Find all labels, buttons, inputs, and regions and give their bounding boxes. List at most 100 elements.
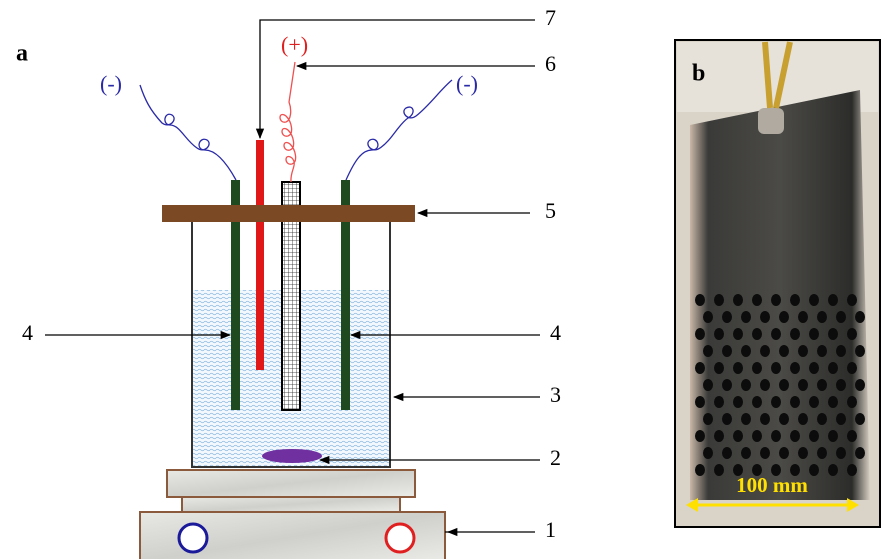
- hole: [809, 396, 819, 408]
- figure: a (-) (+) (-) 1 2 3 4 4: [0, 0, 882, 559]
- hole: [836, 311, 846, 323]
- hole: [790, 396, 800, 408]
- callout: 7: [545, 5, 556, 30]
- hole: [752, 328, 762, 340]
- hole: [790, 362, 800, 374]
- hole: [695, 294, 705, 306]
- hole: [809, 430, 819, 442]
- page: {"panel_a":{"label":"a","terminals":["(-…: [0, 0, 882, 559]
- panel-b: b 100 mm: [675, 40, 880, 527]
- hole: [855, 311, 865, 323]
- callout: 4: [22, 320, 33, 345]
- hole: [798, 311, 808, 323]
- hole: [809, 362, 819, 374]
- hole: [836, 345, 846, 357]
- hole: [790, 328, 800, 340]
- hole: [695, 396, 705, 408]
- knob: [179, 524, 207, 552]
- hole: [855, 379, 865, 391]
- hole: [752, 430, 762, 442]
- panel-label: b: [692, 61, 705, 87]
- hole: [714, 294, 724, 306]
- terminal: (-): [100, 71, 122, 96]
- hole: [855, 345, 865, 357]
- lid: [162, 205, 415, 222]
- callout: 3: [550, 382, 561, 407]
- base-mid: [182, 497, 400, 512]
- hole: [779, 311, 789, 323]
- scale-label: 100 mm: [736, 473, 808, 497]
- terminal: (-): [456, 71, 478, 96]
- hole: [722, 345, 732, 357]
- panel-label: a: [16, 41, 28, 67]
- hole: [741, 379, 751, 391]
- terminal: (+): [281, 32, 308, 57]
- hole: [741, 345, 751, 357]
- hole: [703, 413, 713, 425]
- reference-electrode: [256, 140, 264, 370]
- hole: [741, 447, 751, 459]
- hole: [798, 379, 808, 391]
- callout: 2: [550, 445, 561, 470]
- hole: [752, 294, 762, 306]
- hole: [779, 413, 789, 425]
- hole: [817, 413, 827, 425]
- hole: [703, 379, 713, 391]
- hole: [828, 464, 838, 476]
- callout: 5: [545, 198, 556, 223]
- callout: 4: [550, 320, 561, 345]
- hole: [790, 294, 800, 306]
- hole: [733, 294, 743, 306]
- hole: [836, 413, 846, 425]
- callout: 6: [545, 51, 556, 76]
- hole: [703, 447, 713, 459]
- hole: [741, 311, 751, 323]
- hole: [798, 413, 808, 425]
- hole: [828, 362, 838, 374]
- stir-bar: [262, 449, 322, 463]
- wire: [280, 62, 296, 182]
- base-top: [167, 470, 415, 497]
- hole: [752, 362, 762, 374]
- hole: [855, 447, 865, 459]
- hole: [733, 396, 743, 408]
- hole: [828, 396, 838, 408]
- hole: [733, 430, 743, 442]
- knob: [386, 524, 414, 552]
- hole: [847, 430, 857, 442]
- hole: [695, 430, 705, 442]
- hole: [798, 345, 808, 357]
- hole: [828, 430, 838, 442]
- hole: [817, 447, 827, 459]
- hole: [714, 396, 724, 408]
- hole: [771, 430, 781, 442]
- hole: [817, 345, 827, 357]
- hole: [771, 294, 781, 306]
- hole: [847, 362, 857, 374]
- hole: [722, 311, 732, 323]
- hole: [714, 362, 724, 374]
- hole: [771, 396, 781, 408]
- hole: [760, 413, 770, 425]
- hole: [722, 379, 732, 391]
- hole: [703, 311, 713, 323]
- hole: [714, 464, 724, 476]
- wire: [140, 85, 236, 180]
- hole: [779, 379, 789, 391]
- hole: [836, 447, 846, 459]
- hole: [741, 413, 751, 425]
- hole: [771, 362, 781, 374]
- hole: [836, 379, 846, 391]
- hole: [828, 328, 838, 340]
- hole: [847, 396, 857, 408]
- hole: [703, 345, 713, 357]
- terminal-bolt: [758, 108, 784, 134]
- panel-a: a (-) (+) (-) 1 2 3 4 4: [16, 5, 561, 559]
- hole: [722, 447, 732, 459]
- hole: [714, 430, 724, 442]
- hole: [798, 447, 808, 459]
- wire: [346, 80, 452, 180]
- hole: [760, 345, 770, 357]
- hole: [809, 294, 819, 306]
- hole: [817, 379, 827, 391]
